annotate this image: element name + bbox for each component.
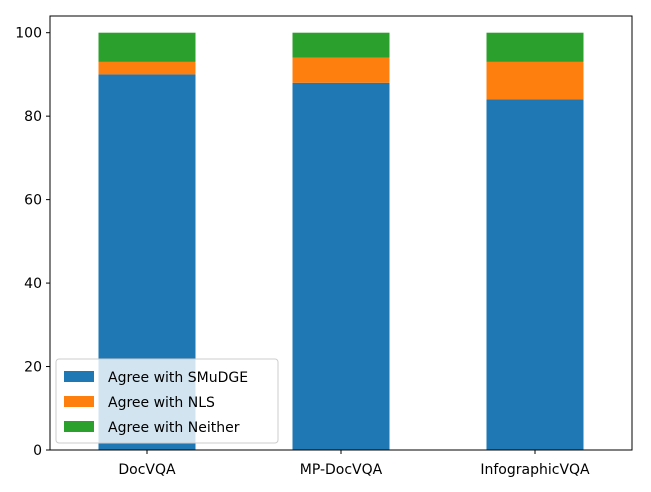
y-tick-label: 0	[33, 443, 42, 459]
x-tick-label: MP-DocVQA	[300, 462, 383, 478]
x-tick-label: DocVQA	[118, 462, 176, 478]
y-tick-label: 100	[15, 26, 42, 42]
bar-infographicvqa-agree-with-neither	[486, 32, 584, 62]
bars-layer	[98, 32, 584, 451]
bar-infographicvqa-agree-with-smudge	[486, 99, 584, 450]
legend-label-agree-with-smudge: Agree with SMuDGE	[108, 370, 248, 386]
bar-docvqa-agree-with-neither	[98, 32, 196, 62]
y-tick-label: 40	[24, 276, 42, 292]
bar-mp-docvqa-agree-with-neither	[292, 32, 390, 58]
legend-swatch-agree-with-nls	[64, 396, 94, 407]
axes-layer: DocVQA MP-DocVQA InfographicVQA 0 20 40 60 80 10…	[15, 26, 590, 478]
x-tick-label: InfographicVQA	[480, 462, 590, 478]
bar-docvqa-agree-with-nls	[98, 61, 196, 75]
bar-mp-docvqa-agree-with-smudge	[292, 82, 390, 451]
legend-swatch-agree-with-neither	[64, 421, 94, 432]
y-tick-label: 20	[24, 360, 42, 376]
legend-label-agree-with-nls: Agree with NLS	[108, 395, 215, 411]
legend-box	[55, 358, 279, 444]
legend-swatch-agree-with-smudge	[64, 371, 94, 382]
y-tick-label: 60	[24, 193, 42, 209]
bar-infographicvqa-agree-with-nls	[486, 61, 584, 100]
legend-label-agree-with-neither: Agree with Neither	[108, 420, 240, 436]
bar-mp-docvqa-agree-with-nls	[292, 57, 390, 83]
y-tick-label: 80	[24, 109, 42, 125]
legend: Agree with SMuDGE Agree with NLS Agree wit…	[55, 358, 279, 444]
